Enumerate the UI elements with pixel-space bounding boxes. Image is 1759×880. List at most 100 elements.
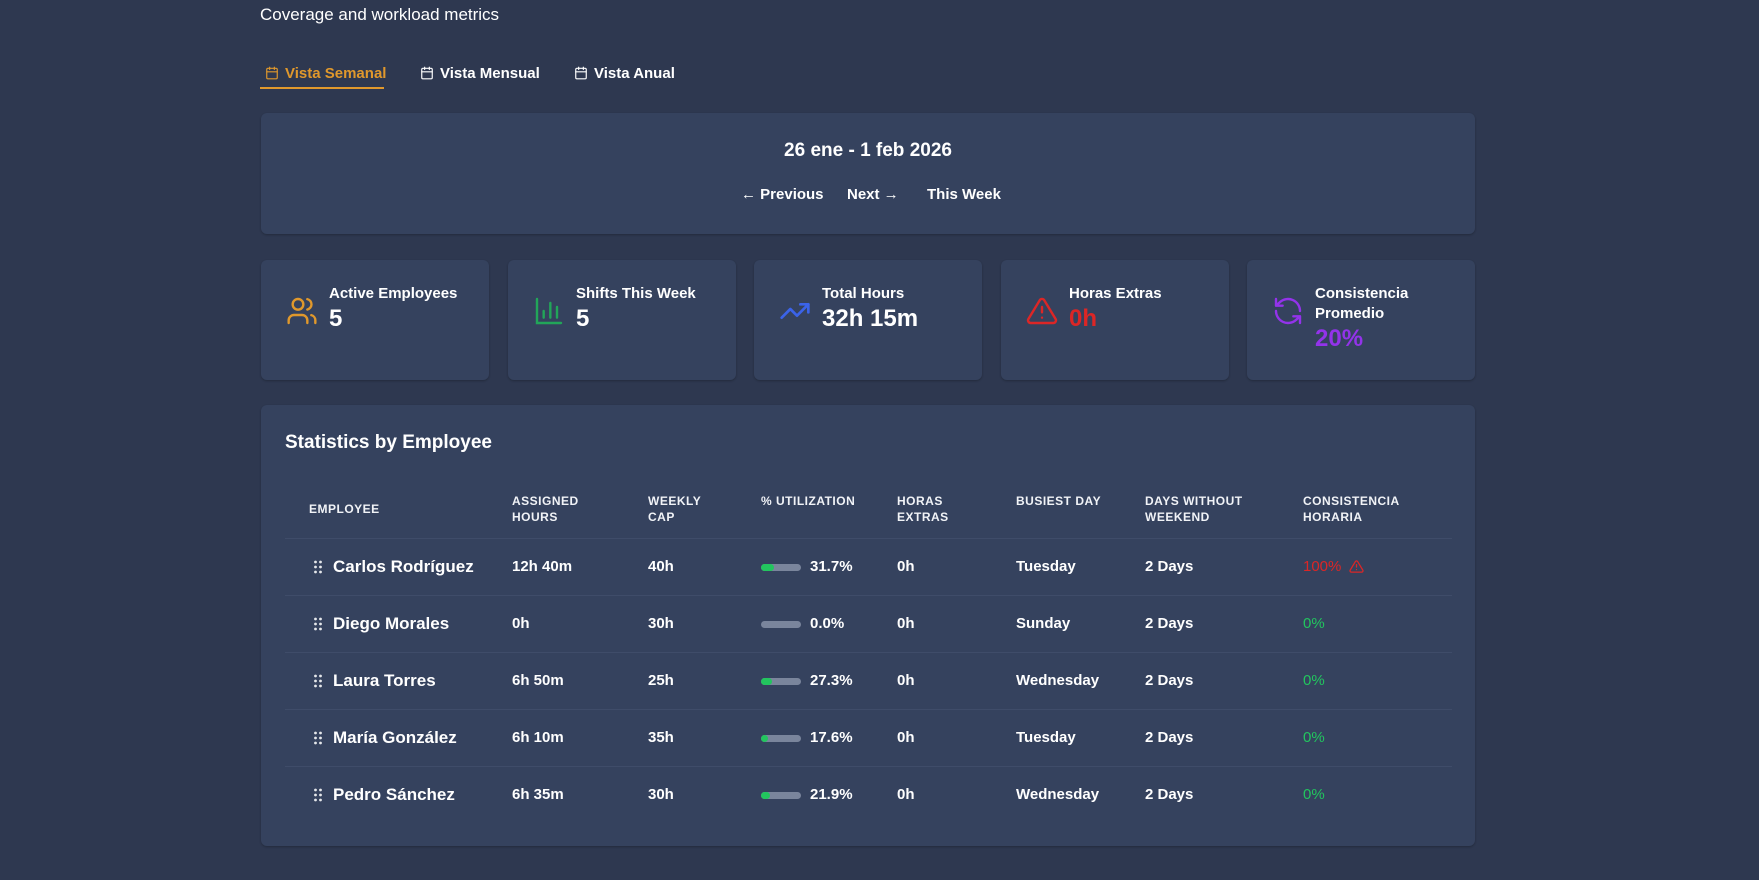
- utilization-track: [761, 735, 801, 742]
- table-cell: 0%: [1303, 615, 1325, 632]
- column-header: BUSIEST DAY: [1016, 494, 1102, 508]
- next-button[interactable]: Next →: [847, 186, 899, 203]
- table-cell: 0h: [897, 615, 915, 632]
- table-cell: 6h 50m: [512, 672, 564, 689]
- active-tab-underline: [260, 87, 384, 89]
- table-cell: Tuesday: [1016, 558, 1076, 575]
- tab-label: Vista Mensual: [440, 64, 540, 82]
- drag-handle[interactable]: [313, 617, 323, 636]
- tab-label: Vista Anual: [594, 64, 675, 82]
- stat-value: 0h: [1069, 305, 1098, 332]
- table-cell: 0h: [897, 558, 915, 575]
- table-cell: 2 Days: [1145, 558, 1194, 575]
- table-cell: 0h: [512, 615, 530, 632]
- table-card: [261, 405, 1475, 846]
- stat-card: [754, 260, 982, 380]
- stat-text: Consistencia Promedio 20%: [1315, 284, 1465, 354]
- stat-text: Horas Extras 0h: [1069, 284, 1162, 334]
- stat-value: 5: [576, 305, 590, 332]
- stat-label: Total Hours: [822, 285, 905, 302]
- stat-text: Active Employees 5: [329, 284, 457, 334]
- table-cell: 100%: [1303, 558, 1342, 575]
- table-cell: 30h: [648, 615, 674, 632]
- utilization-label: 21.9%: [810, 786, 853, 803]
- stat-card: [261, 260, 489, 380]
- this-week-button[interactable]: This Week: [927, 186, 1001, 203]
- table-cell: 6h 35m: [512, 786, 564, 803]
- view-tab[interactable]: Vista Mensual: [420, 58, 540, 88]
- utilization-track: [761, 564, 801, 571]
- employee-name: María González: [333, 728, 457, 747]
- table-cell: Wednesday: [1016, 786, 1100, 803]
- stat-label: Consistencia Promedio: [1315, 285, 1409, 322]
- stat-icon: [1272, 295, 1304, 332]
- table-cell: 0%: [1303, 672, 1325, 689]
- utilization-bar: [761, 678, 772, 685]
- table-cell: 0%: [1303, 729, 1325, 746]
- page-title: Coverage and workload metrics: [260, 5, 500, 24]
- column-header: WEEKLY CAP: [648, 494, 702, 524]
- tab-label: Vista Semanal: [285, 64, 387, 82]
- table-cell: Wednesday: [1016, 672, 1100, 689]
- utilization-label: 0.0%: [810, 615, 845, 632]
- prev-button[interactable]: ← Previous: [741, 186, 824, 203]
- table-cell: 6h 10m: [512, 729, 564, 746]
- column-header: HORAS EXTRAS: [897, 494, 949, 524]
- stat-icon: [1026, 295, 1058, 332]
- utilization-label: 31.7%: [810, 558, 853, 575]
- table-cell: Tuesday: [1016, 729, 1076, 746]
- stat-label: Active Employees: [329, 285, 458, 302]
- table-cell: 30h: [648, 786, 674, 803]
- row-separator: [285, 652, 1452, 653]
- stat-icon: [533, 295, 565, 332]
- table-cell: 25h: [648, 672, 674, 689]
- column-header: DAYS WITHOUT WEEKEND: [1145, 494, 1243, 524]
- row-separator: [285, 709, 1452, 710]
- view-tab[interactable]: Vista Anual: [574, 58, 675, 88]
- period-card: [261, 113, 1475, 234]
- utilization-track: [761, 678, 801, 685]
- utilization-bar: [761, 564, 774, 571]
- drag-handle[interactable]: [313, 731, 323, 750]
- drag-handle[interactable]: [313, 560, 323, 579]
- stat-value: 5: [329, 305, 343, 332]
- table-cell: 35h: [648, 729, 674, 746]
- table-cell: 0h: [897, 729, 915, 746]
- column-header: ASSIGNED HOURS: [512, 494, 579, 524]
- stat-card: [508, 260, 736, 380]
- table-cell: 0h: [897, 786, 915, 803]
- drag-handle[interactable]: [313, 674, 323, 693]
- row-separator: [285, 538, 1452, 539]
- stat-value: 20%: [1315, 325, 1364, 352]
- view-tab[interactable]: Vista Semanal: [265, 58, 386, 88]
- row-separator: [285, 595, 1452, 596]
- table-cell: 2 Days: [1145, 729, 1194, 746]
- utilization-bar: [761, 735, 769, 742]
- stat-text: Total Hours 32h 15m: [822, 284, 918, 334]
- stat-card: [1001, 260, 1229, 380]
- utilization-track: [761, 792, 801, 799]
- row-separator: [285, 766, 1452, 767]
- stat-icon: [286, 295, 318, 332]
- table-cell: 2 Days: [1145, 615, 1194, 632]
- stat-label: Horas Extras: [1069, 285, 1162, 302]
- employee-name: Diego Morales: [333, 614, 450, 633]
- utilization-label: 27.3%: [810, 672, 853, 689]
- table-cell: Sunday: [1016, 615, 1071, 632]
- table-cell: 2 Days: [1145, 786, 1194, 803]
- column-header: EMPLOYEE: [309, 502, 380, 516]
- stat-label: Shifts This Week: [576, 285, 696, 302]
- employee-name: Pedro Sánchez: [333, 785, 455, 804]
- stat-value: 32h 15m: [822, 305, 919, 332]
- employee-name: Carlos Rodríguez: [333, 557, 474, 576]
- table-title: Statistics by Employee: [285, 432, 492, 453]
- utilization-bar: [761, 792, 770, 799]
- period-title: 26 ene - 1 feb 2026: [784, 140, 952, 161]
- drag-handle[interactable]: [313, 788, 323, 807]
- table-cell: 40h: [648, 558, 674, 575]
- column-header: CONSISTENCIA HORARIA: [1303, 494, 1400, 524]
- table-cell: 12h 40m: [512, 558, 573, 575]
- utilization-label: 17.6%: [810, 729, 853, 746]
- table-cell: 0%: [1303, 786, 1325, 803]
